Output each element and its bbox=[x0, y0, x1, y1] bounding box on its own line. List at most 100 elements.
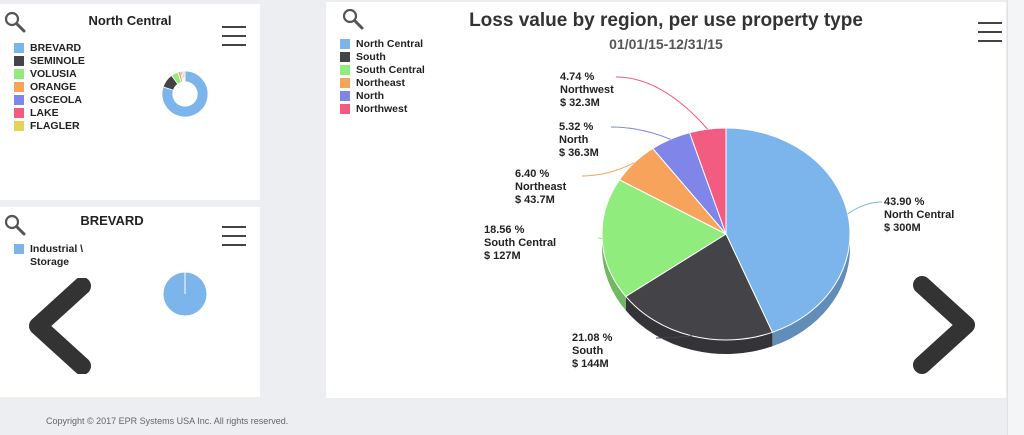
data-label-value: $ 36.3M bbox=[559, 147, 599, 159]
data-label-north-central: 43.90 % North Central $ 300M bbox=[884, 196, 954, 235]
legend-swatch bbox=[14, 108, 24, 118]
search-icon[interactable] bbox=[3, 213, 27, 237]
legend-label: Northwest bbox=[356, 103, 408, 115]
donut-hole bbox=[172, 81, 198, 107]
data-label-value: $ 32.3M bbox=[560, 97, 600, 109]
legend-swatch bbox=[340, 52, 350, 62]
region-pie-chart bbox=[581, 76, 883, 354]
next-arrow-icon[interactable] bbox=[910, 276, 980, 374]
legend-swatch bbox=[340, 91, 350, 101]
north-central-donut-chart bbox=[161, 70, 209, 118]
legend-label: LAKE bbox=[30, 107, 59, 119]
data-label-percent: 4.74 % bbox=[560, 71, 595, 83]
data-label-northwest: 4.74 % Northwest $ 32.3M bbox=[560, 71, 614, 110]
previous-arrow-icon[interactable] bbox=[24, 278, 94, 374]
menu-icon[interactable] bbox=[978, 22, 1002, 44]
data-label-percent: 43.90 % bbox=[884, 196, 925, 208]
legend-item-seminole[interactable]: SEMINOLE bbox=[14, 55, 85, 68]
data-label-name: South Central bbox=[484, 237, 557, 249]
main-chart-panel: Loss value by region, per use property t… bbox=[326, 2, 1006, 398]
menu-icon[interactable] bbox=[222, 226, 246, 248]
data-label-percent: 5.32 % bbox=[559, 121, 594, 133]
legend-swatch bbox=[14, 43, 24, 53]
pie-connector-north bbox=[610, 126, 671, 140]
search-icon[interactable] bbox=[3, 10, 27, 34]
legend-swatch bbox=[14, 244, 24, 254]
footer: Copyright © 2017 EPR Systems USA Inc. Al… bbox=[0, 398, 1006, 435]
scrollbar[interactable] bbox=[1007, 0, 1024, 435]
legend: North Central South South Central Northeast… bbox=[340, 38, 425, 116]
data-label-percent: 18.56 % bbox=[484, 224, 525, 236]
legend-swatch bbox=[14, 69, 24, 79]
data-label-south-central: 18.56 % South Central $ 127M bbox=[484, 224, 556, 263]
data-label-percent: 6.40 % bbox=[515, 168, 550, 180]
menu-icon[interactable] bbox=[222, 26, 246, 48]
legend-label: BREVARD bbox=[30, 42, 82, 54]
data-label-northeast: 6.40 % Northeast $ 43.7M bbox=[515, 168, 566, 207]
north-central-panel: North Central BREVARD SEMINOLE VOLUSIA ORAN… bbox=[0, 4, 260, 200]
legend-label: Northeast bbox=[356, 77, 406, 89]
legend-label: SEMINOLE bbox=[30, 55, 85, 67]
pie-connector-south-central bbox=[597, 237, 603, 240]
legend-swatch bbox=[14, 56, 24, 66]
legend-label: North Central bbox=[356, 38, 424, 50]
legend-item-south[interactable]: South bbox=[340, 51, 425, 64]
data-label-name: Northwest bbox=[560, 84, 614, 96]
legend-swatch bbox=[340, 65, 350, 75]
legend-swatch bbox=[14, 95, 24, 105]
legend-item-north[interactable]: North bbox=[340, 90, 425, 103]
legend-item-industrial-storage[interactable]: Industrial \ Storage bbox=[14, 243, 94, 269]
chart-title: Loss value by region, per use property t… bbox=[469, 10, 863, 31]
legend-label: South bbox=[356, 51, 386, 63]
legend-label: Industrial \ Storage bbox=[30, 243, 84, 268]
data-label-value: $ 127M bbox=[484, 250, 521, 262]
pie-connector-north-central bbox=[847, 201, 883, 215]
legend-item-northeast[interactable]: Northeast bbox=[340, 77, 425, 90]
data-label-name: Northeast bbox=[515, 181, 567, 193]
legend-item-brevard[interactable]: BREVARD bbox=[14, 42, 85, 55]
legend-item-volusia[interactable]: VOLUSIA bbox=[14, 68, 85, 81]
data-label-south: 21.08 % South $ 144M bbox=[572, 332, 612, 371]
pie-side-north-central bbox=[772, 234, 850, 347]
data-label-value: $ 300M bbox=[884, 222, 921, 234]
legend-item-flagler[interactable]: FLAGLER bbox=[14, 120, 85, 133]
chart-subtitle: 01/01/15-12/31/15 bbox=[609, 36, 723, 52]
pie-side-south-central bbox=[602, 234, 626, 311]
legend-item-lake[interactable]: LAKE bbox=[14, 107, 85, 120]
legend-item-osceola[interactable]: OSCEOLA bbox=[14, 94, 85, 107]
pie-connector-northeast bbox=[581, 162, 635, 177]
legend-swatch bbox=[14, 121, 24, 131]
search-icon[interactable] bbox=[341, 7, 365, 31]
legend-swatch bbox=[340, 104, 350, 114]
pie-slice-south[interactable] bbox=[625, 233, 774, 341]
legend-swatch bbox=[340, 39, 350, 49]
legend: BREVARD SEMINOLE VOLUSIA ORANGE OSCEOLA LAKE F… bbox=[14, 42, 85, 133]
legend-swatch bbox=[14, 82, 24, 92]
data-label-name: North bbox=[559, 134, 589, 146]
legend-item-orange[interactable]: ORANGE bbox=[14, 81, 85, 94]
legend: Industrial \ Storage bbox=[14, 243, 94, 269]
copyright-text: Copyright © 2017 EPR Systems USA Inc. Al… bbox=[46, 416, 289, 426]
data-label-percent: 21.08 % bbox=[572, 332, 613, 344]
data-label-name: South bbox=[572, 345, 604, 357]
data-label-value: $ 43.7M bbox=[515, 194, 555, 206]
legend-label: North bbox=[356, 90, 384, 102]
legend-item-north-central[interactable]: North Central bbox=[340, 38, 425, 51]
legend-swatch bbox=[340, 78, 350, 88]
data-label-name: North Central bbox=[884, 209, 955, 221]
pie-connector-northwest bbox=[615, 76, 708, 130]
pie-side-south bbox=[625, 296, 773, 354]
legend-label: South Central bbox=[356, 64, 425, 76]
pie-slice-north-central[interactable] bbox=[725, 127, 851, 333]
legend-label: FLAGLER bbox=[30, 120, 80, 132]
brevard-panel: BREVARD Industrial \ Storage bbox=[0, 207, 260, 397]
panel-title: BREVARD bbox=[80, 213, 144, 228]
legend-label: OSCEOLA bbox=[30, 94, 82, 106]
data-label-value: $ 144M bbox=[572, 358, 609, 370]
brevard-pie-chart bbox=[162, 271, 208, 317]
pie-connector-south bbox=[655, 335, 692, 339]
legend-item-south-central[interactable]: South Central bbox=[340, 64, 425, 77]
data-label-north: 5.32 % North $ 36.3M bbox=[559, 121, 599, 160]
legend-item-northwest[interactable]: Northwest bbox=[340, 103, 425, 116]
legend-label: VOLUSIA bbox=[30, 68, 77, 80]
